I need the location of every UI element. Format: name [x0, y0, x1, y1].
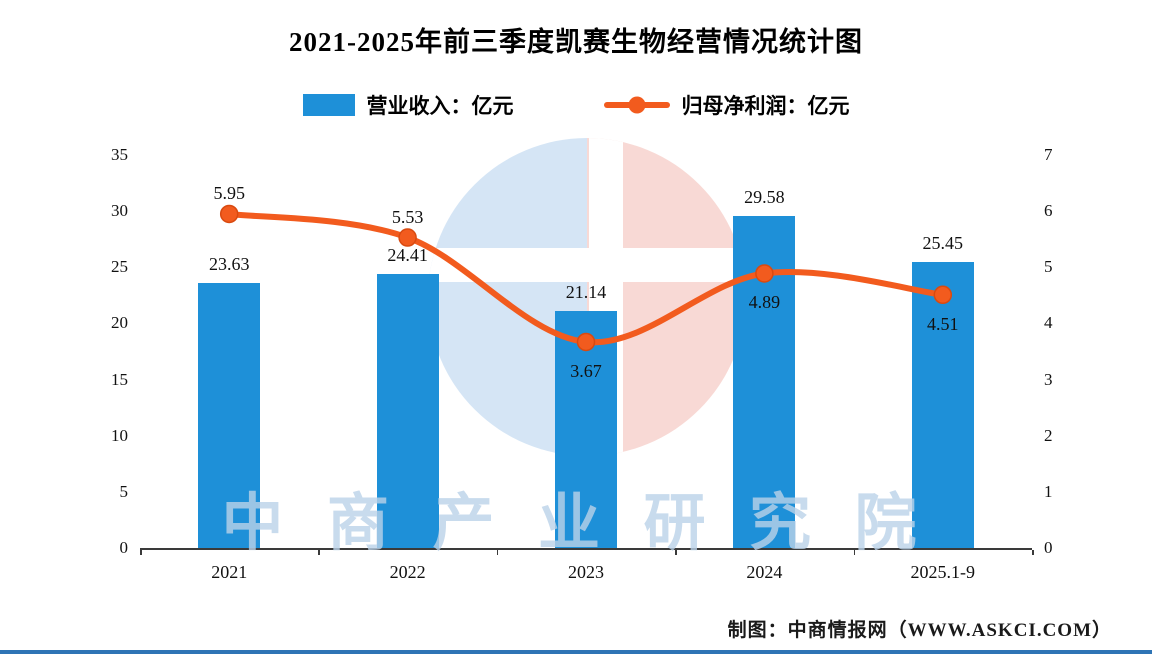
x-axis-category-label: 2021	[211, 562, 248, 582]
x-axis-tick	[140, 550, 142, 555]
chart-title: 2021-2025年前三季度凯赛生物经营情况统计图	[289, 27, 863, 57]
legend-item-revenue: 营业收入：亿元	[302, 90, 514, 120]
bar-value-label: 21.14	[565, 281, 607, 302]
line-value-label: 4.89	[748, 292, 781, 313]
x-axis-category-label: 2023	[568, 562, 604, 582]
x-axis-category-label: 2022	[389, 562, 426, 582]
legend-line-marker-icon	[628, 96, 645, 114]
y-axis-left-tick-label: 35	[111, 145, 128, 164]
line-value-label: 4.51	[927, 313, 959, 334]
x-axis-category-label: 2024	[746, 562, 783, 582]
revenue-bar	[911, 262, 974, 548]
revenue-bar	[733, 215, 796, 548]
bar-value-label: 23.63	[208, 253, 250, 274]
y-axis-right-tick-label: 4	[1044, 313, 1053, 333]
legend-bar-swatch-icon	[302, 94, 355, 116]
legend-item-profit: 归母净利润：亿元	[603, 90, 850, 120]
bar-value-label: 24.41	[387, 244, 428, 265]
revenue-bar	[198, 282, 261, 548]
line-value-label: 3.67	[570, 360, 602, 381]
credit-text: 制图：中商情报网（WWW.ASKCI.COM）	[727, 620, 1112, 641]
x-axis-tick	[853, 550, 856, 555]
bottom-border	[0, 650, 1152, 654]
x-axis-tick	[496, 550, 499, 555]
y-axis-left-tick-label: 20	[111, 313, 128, 333]
x-axis-tick	[675, 550, 677, 555]
line-value-label: 5.53	[391, 206, 424, 227]
legend-line-swatch-icon	[603, 96, 670, 114]
profit-line-marker-icon	[219, 204, 239, 224]
y-axis-right-tick-label: 1	[1044, 481, 1053, 501]
y-axis-left-tick-label: 5	[119, 481, 129, 501]
revenue-bar	[376, 273, 439, 548]
y-axis-left-tick-label: 25	[111, 257, 128, 277]
y-axis-right-tick-label: 2	[1044, 425, 1053, 445]
bar-value-label: 25.45	[922, 233, 964, 254]
legend: 营业收入：亿元 归母净利润：亿元	[0, 90, 1152, 120]
y-axis-left-tick-label: 10	[111, 425, 128, 445]
y-axis-right-tick-label: 0	[1044, 538, 1053, 557]
revenue-bar	[555, 310, 617, 548]
y-axis-right-tick-label: 6	[1044, 201, 1053, 221]
line-value-label: 5.95	[213, 182, 245, 203]
y-axis-right-tick-label: 3	[1044, 369, 1053, 389]
y-axis-right-tick-label: 5	[1044, 257, 1053, 277]
y-axis-left-tick-label: 15	[111, 369, 128, 389]
legend-revenue-label: 营业收入：亿元	[366, 94, 514, 118]
x-axis-line	[140, 548, 1032, 550]
y-axis-left-tick-label: 0	[119, 538, 129, 557]
x-axis-category-label: 2025.1-9	[910, 562, 976, 582]
bar-value-label: 29.58	[744, 186, 785, 207]
legend-profit-label: 归母净利润：亿元	[681, 94, 850, 118]
x-axis-tick	[1032, 550, 1034, 555]
y-axis-right-tick-label: 7	[1044, 145, 1053, 164]
y-axis-left-tick-label: 30	[111, 201, 128, 221]
x-axis-tick	[318, 550, 320, 555]
